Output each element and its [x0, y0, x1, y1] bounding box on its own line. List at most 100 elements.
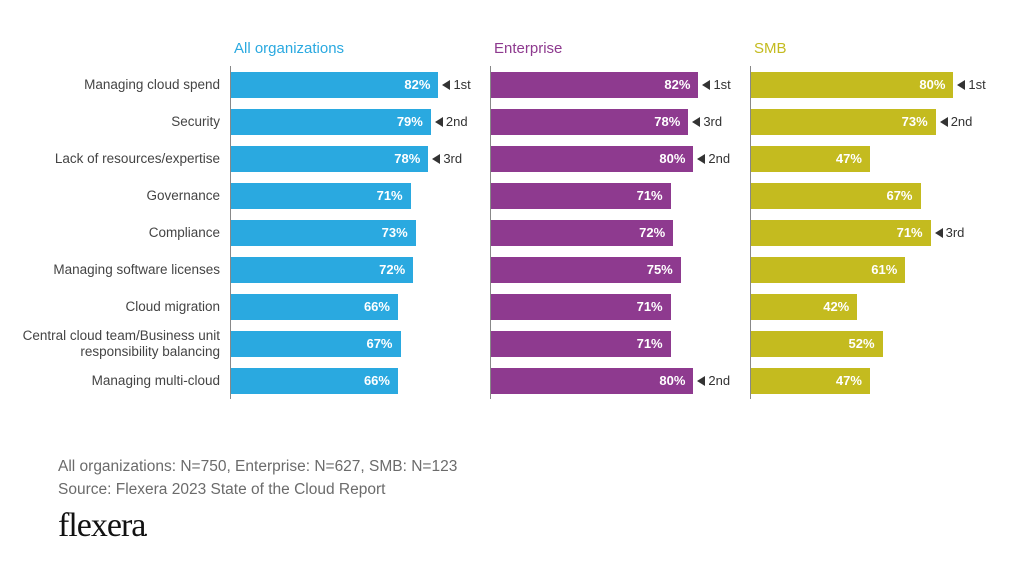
bar: 79%2nd: [231, 109, 431, 135]
arrow-left-icon: [957, 80, 965, 90]
bar-row: 78%3rd: [491, 103, 744, 140]
rank-text: 3rd: [946, 225, 965, 240]
arrow-left-icon: [940, 117, 948, 127]
bar-row: 73%: [231, 214, 484, 251]
bar-row: 52%: [751, 325, 1004, 362]
rank-badge: 3rd: [935, 225, 965, 240]
rank-text: 3rd: [703, 114, 722, 129]
bar: 72%: [231, 257, 413, 283]
column-header: All organizations: [230, 30, 484, 66]
bar: 42%: [751, 294, 857, 320]
bars-container: 80%1st 73%2nd 47% 67% 71%3rd 61% 42% 52% 47%: [750, 66, 1004, 399]
bar: 82%1st: [231, 72, 438, 98]
bar: 75%: [491, 257, 681, 283]
bar-row: 82%1st: [231, 66, 484, 103]
category-label: Central cloud team/Business unit respons…: [20, 325, 230, 362]
sample-sizes: All organizations: N=750, Enterprise: N=…: [58, 455, 457, 478]
arrow-left-icon: [432, 154, 440, 164]
bar: 67%: [751, 183, 921, 209]
column-header: SMB: [750, 30, 1004, 66]
bar: 67%: [231, 331, 401, 357]
bar-row: 61%: [751, 251, 1004, 288]
bars-container: 82%1st 78%3rd 80%2nd 71% 72% 75% 71% 71% 80%2nd: [490, 66, 744, 399]
arrow-left-icon: [692, 117, 700, 127]
brand-logo: flexera.: [58, 507, 457, 545]
rank-badge: 1st: [957, 77, 985, 92]
rank-text: 1st: [453, 77, 470, 92]
bar-row: 80%1st: [751, 66, 1004, 103]
bar-row: 71%: [231, 177, 484, 214]
bar: 61%: [751, 257, 905, 283]
category-label: Compliance: [20, 214, 230, 251]
arrow-left-icon: [435, 117, 443, 127]
bar: 82%1st: [491, 72, 698, 98]
rank-text: 1st: [968, 77, 985, 92]
rank-badge: 2nd: [697, 151, 730, 166]
source-line: Source: Flexera 2023 State of the Cloud …: [58, 478, 457, 501]
bar: 66%: [231, 294, 398, 320]
bar-row: 72%: [231, 251, 484, 288]
bar: 80%2nd: [491, 368, 693, 394]
chart-column-enterprise: Enterprise 82%1st 78%3rd 80%2nd 71% 72% 75% 71%…: [490, 30, 744, 399]
category-labels-column: Managing cloud spendSecurityLack of reso…: [20, 30, 230, 399]
rank-text: 2nd: [951, 114, 973, 129]
bar: 66%: [231, 368, 398, 394]
rank-text: 3rd: [443, 151, 462, 166]
bar: 47%: [751, 368, 870, 394]
rank-text: 1st: [713, 77, 730, 92]
bar: 80%1st: [751, 72, 953, 98]
arrow-left-icon: [697, 154, 705, 164]
bar: 71%: [231, 183, 411, 209]
rank-badge: 2nd: [697, 373, 730, 388]
category-label: Lack of resources/expertise: [20, 140, 230, 177]
column-header: Enterprise: [490, 30, 744, 66]
bar: 78%3rd: [491, 109, 688, 135]
bar-row: 66%: [231, 288, 484, 325]
bar: 52%: [751, 331, 883, 357]
bar: 73%: [231, 220, 416, 246]
bar: 71%: [491, 183, 671, 209]
bar: 71%: [491, 331, 671, 357]
bar: 71%: [491, 294, 671, 320]
category-label: Governance: [20, 177, 230, 214]
bar-row: 47%: [751, 140, 1004, 177]
rank-text: 2nd: [708, 151, 730, 166]
category-label: Managing multi-cloud: [20, 362, 230, 399]
category-label: Managing cloud spend: [20, 66, 230, 103]
bar-row: 79%2nd: [231, 103, 484, 140]
arrow-left-icon: [702, 80, 710, 90]
bar-row: 73%2nd: [751, 103, 1004, 140]
rank-badge: 2nd: [940, 114, 973, 129]
bar-row: 47%: [751, 362, 1004, 399]
bar-row: 72%: [491, 214, 744, 251]
bar: 47%: [751, 146, 870, 172]
bar-row: 66%: [231, 362, 484, 399]
bar: 71%3rd: [751, 220, 931, 246]
rank-badge: 3rd: [432, 151, 462, 166]
rank-text: 2nd: [708, 373, 730, 388]
category-label: Security: [20, 103, 230, 140]
arrow-left-icon: [697, 376, 705, 386]
rank-badge: 3rd: [692, 114, 722, 129]
arrow-left-icon: [935, 228, 943, 238]
rank-badge: 2nd: [435, 114, 468, 129]
category-label: Managing software licenses: [20, 251, 230, 288]
bars-container: 82%1st 79%2nd 78%3rd 71% 73% 72% 66% 67% 66%: [230, 66, 484, 399]
bar-row: 80%2nd: [491, 362, 744, 399]
bar-row: 75%: [491, 251, 744, 288]
rank-text: 2nd: [446, 114, 468, 129]
bar-row: 80%2nd: [491, 140, 744, 177]
chart-footer: All organizations: N=750, Enterprise: N=…: [58, 455, 457, 546]
chart-column-smb: SMB 80%1st 73%2nd 47% 67% 71%3rd 61% 42% 52% 47%: [750, 30, 1004, 399]
bar-row: 82%1st: [491, 66, 744, 103]
category-label: Cloud migration: [20, 288, 230, 325]
chart-area: Managing cloud spendSecurityLack of reso…: [20, 30, 1004, 399]
bar: 72%: [491, 220, 673, 246]
bar-row: 67%: [751, 177, 1004, 214]
arrow-left-icon: [442, 80, 450, 90]
bar: 78%3rd: [231, 146, 428, 172]
columns-wrap: All organizations 82%1st 79%2nd 78%3rd 71% 73…: [230, 30, 1004, 399]
bar: 80%2nd: [491, 146, 693, 172]
bar-row: 71%: [491, 177, 744, 214]
rank-badge: 1st: [442, 77, 470, 92]
